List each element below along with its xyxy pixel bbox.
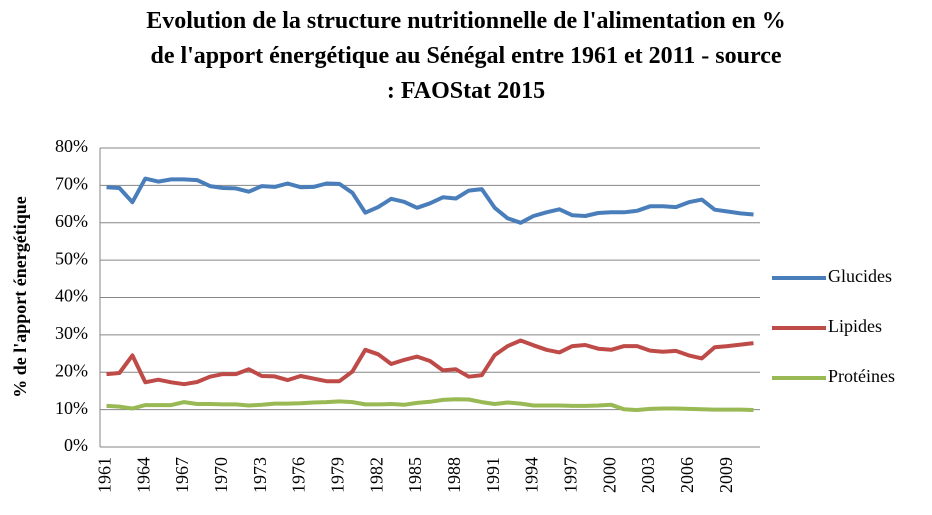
y-tick-label: 10% <box>55 398 88 418</box>
y-tick-label: 20% <box>55 360 88 380</box>
x-tick-label: 1994 <box>522 457 542 493</box>
x-tick-label: 2006 <box>677 457 697 493</box>
x-tick-label: 2000 <box>599 457 619 493</box>
legend-label: Glucides <box>828 266 892 286</box>
y-axis-label: % de l'apport énergétique <box>10 196 30 397</box>
y-tick-label: 60% <box>55 211 88 231</box>
y-tick-label: 80% <box>55 136 88 156</box>
x-tick-label: 1973 <box>250 457 270 493</box>
x-tick-label: 1979 <box>328 457 348 493</box>
legend-label: Protéines <box>828 366 895 386</box>
x-tick-label: 1964 <box>133 457 153 493</box>
series-line <box>106 176 754 225</box>
x-tick-label: 1982 <box>366 457 386 493</box>
x-tick-label: 1967 <box>172 457 192 493</box>
series-line <box>106 397 754 412</box>
x-tick-label: 1970 <box>211 457 231 493</box>
series-line <box>106 338 754 387</box>
chart-title: Evolution de la structure nutritionnelle… <box>146 8 786 104</box>
legend-label: Lipides <box>828 316 882 336</box>
y-tick-label: 0% <box>64 435 88 455</box>
x-tick-label: 1985 <box>405 457 425 493</box>
y-tick-label: 50% <box>55 248 88 268</box>
y-tick-label: 30% <box>55 323 88 343</box>
x-tick-label: 1961 <box>95 457 115 493</box>
x-tick-label: 1991 <box>483 457 503 493</box>
x-tick-label: 2003 <box>638 457 658 493</box>
x-tick-label: 1976 <box>289 457 309 493</box>
x-tick-label: 1997 <box>560 457 580 493</box>
x-tick-label: 1988 <box>444 457 464 493</box>
y-tick-label: 40% <box>55 286 88 306</box>
y-tick-label: 70% <box>55 174 88 194</box>
x-tick-label: 2009 <box>716 457 736 493</box>
